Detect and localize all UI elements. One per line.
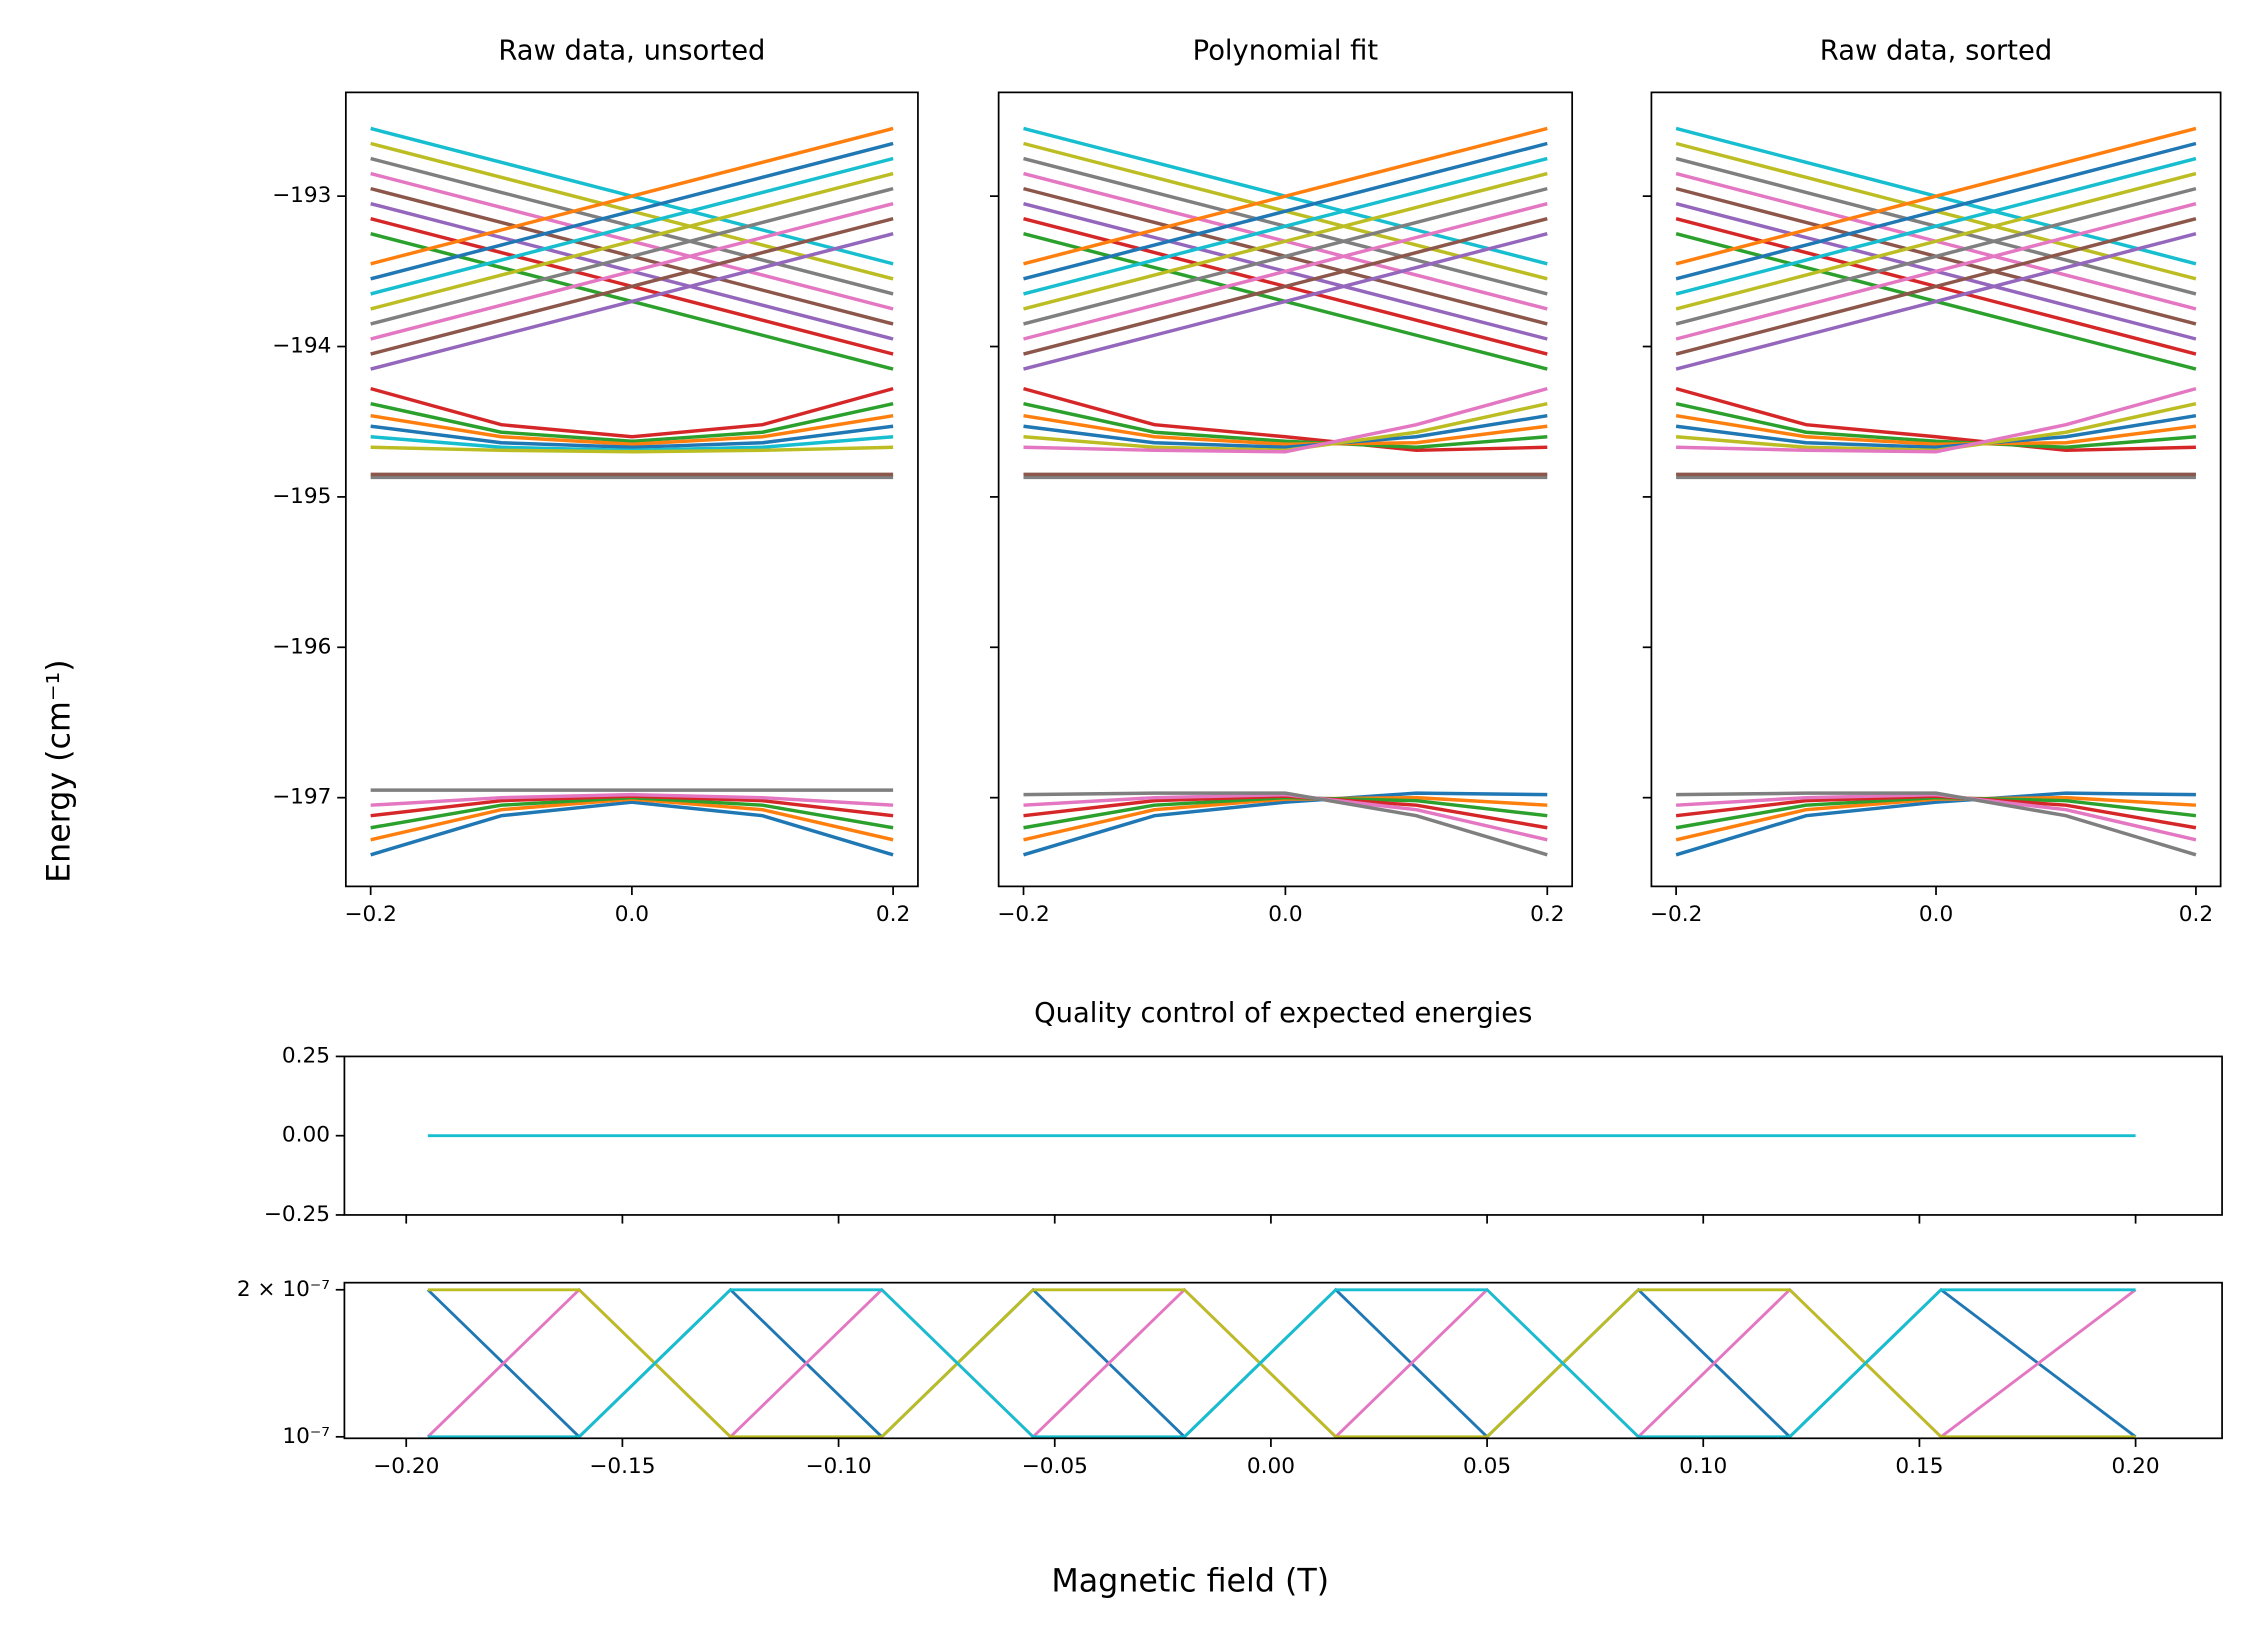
series-line xyxy=(1023,126,1548,266)
series-line xyxy=(1023,201,1548,341)
x-tick-label: 0.2 xyxy=(1530,902,1564,927)
series-line xyxy=(1675,186,2197,326)
y-tick-label: 0.00 xyxy=(282,1123,330,1148)
x-tick-label: 0.00 xyxy=(1247,1454,1295,1479)
series-line xyxy=(1023,141,1548,281)
x-tick-label: 0.0 xyxy=(1919,902,1953,927)
y-tick-label: 0.25 xyxy=(282,1043,330,1068)
series-line xyxy=(1023,232,1548,371)
series-line xyxy=(370,141,894,281)
series-line xyxy=(426,1287,2137,1439)
series-line xyxy=(1023,386,1548,453)
x-tick-label: 0.0 xyxy=(1268,902,1302,927)
x-tick-label: 0.05 xyxy=(1463,1454,1511,1479)
x-tick-label: −0.2 xyxy=(997,902,1049,927)
series-line xyxy=(1023,186,1548,326)
series-line xyxy=(1675,217,2197,356)
x-tick-label: 0.2 xyxy=(876,902,910,927)
series-line xyxy=(370,217,894,356)
series-line xyxy=(1023,791,1548,857)
series-line xyxy=(1023,217,1548,356)
series-line xyxy=(1675,141,2197,281)
series-line xyxy=(370,232,894,371)
x-tick-label: −0.15 xyxy=(589,1454,655,1479)
x-tick-label: 0.15 xyxy=(1895,1454,1943,1479)
series-line xyxy=(370,171,894,311)
series-line xyxy=(1023,386,1548,454)
series-line xyxy=(370,186,894,326)
y-tick-label: 10⁻⁷ xyxy=(282,1424,330,1449)
series-line xyxy=(1675,414,2197,446)
panel-title: Polynomial fit xyxy=(1193,36,1379,67)
series-line xyxy=(1023,156,1548,296)
series-line xyxy=(427,1288,2136,1439)
x-tick-label: −0.20 xyxy=(373,1454,439,1479)
x-tick-label: −0.2 xyxy=(344,902,396,927)
x-tick-label: 0.0 xyxy=(615,902,649,927)
y-tick-label: −195 xyxy=(272,484,331,509)
y-tick-label: −197 xyxy=(272,785,331,810)
series-line xyxy=(427,1288,2136,1439)
series-line xyxy=(1675,126,2197,266)
series-line xyxy=(1675,156,2197,296)
series-line xyxy=(426,1287,2137,1439)
series-line xyxy=(370,800,894,857)
series-line xyxy=(1023,414,1548,450)
y-axis-label: Energy (cm⁻¹) xyxy=(42,659,78,882)
y-tick-label: −196 xyxy=(272,634,331,659)
panel-title: Raw data, sorted xyxy=(1820,36,2052,67)
panel-title: Raw data, unsorted xyxy=(498,36,765,67)
series-line xyxy=(370,401,894,444)
x-axis-label: Magnetic field (T) xyxy=(1051,1563,1329,1599)
y-tick-label: −194 xyxy=(272,334,331,359)
series-line xyxy=(1675,401,2197,450)
series-line xyxy=(370,424,894,450)
y-tick-label: 2 × 10⁻⁷ xyxy=(237,1277,330,1302)
axes-frame xyxy=(343,1281,2223,1440)
series-line xyxy=(1675,791,2196,857)
series-line xyxy=(370,156,894,296)
series-line xyxy=(370,126,894,266)
x-tick-label: −0.2 xyxy=(1650,902,1702,927)
series-line xyxy=(370,386,894,439)
series-line xyxy=(1675,201,2197,341)
series-line xyxy=(1675,171,2197,311)
y-tick-label: −0.25 xyxy=(264,1202,330,1227)
y-tick-label: −193 xyxy=(272,183,331,208)
x-tick-label: 0.10 xyxy=(1679,1454,1727,1479)
x-tick-label: 0.20 xyxy=(2112,1454,2160,1479)
panel-title: Quality control of expected energies xyxy=(1034,998,1532,1029)
x-tick-label: −0.10 xyxy=(805,1454,871,1479)
series-line xyxy=(1023,795,1548,842)
series-line xyxy=(1676,386,2197,454)
series-line xyxy=(1675,386,2196,453)
series-line xyxy=(1023,401,1548,450)
series-line xyxy=(1023,414,1548,446)
series-line xyxy=(1675,232,2197,371)
series-line xyxy=(370,792,894,807)
x-tick-label: −0.05 xyxy=(1022,1454,1088,1479)
series-line xyxy=(1675,795,2197,842)
series-line xyxy=(1676,791,2197,857)
x-tick-label: 0.2 xyxy=(2179,902,2213,927)
series-line xyxy=(1675,414,2197,450)
series-line xyxy=(370,414,894,447)
series-line xyxy=(1023,791,1548,857)
series-line xyxy=(370,201,894,341)
series-line xyxy=(370,445,894,454)
series-line xyxy=(1023,171,1548,311)
